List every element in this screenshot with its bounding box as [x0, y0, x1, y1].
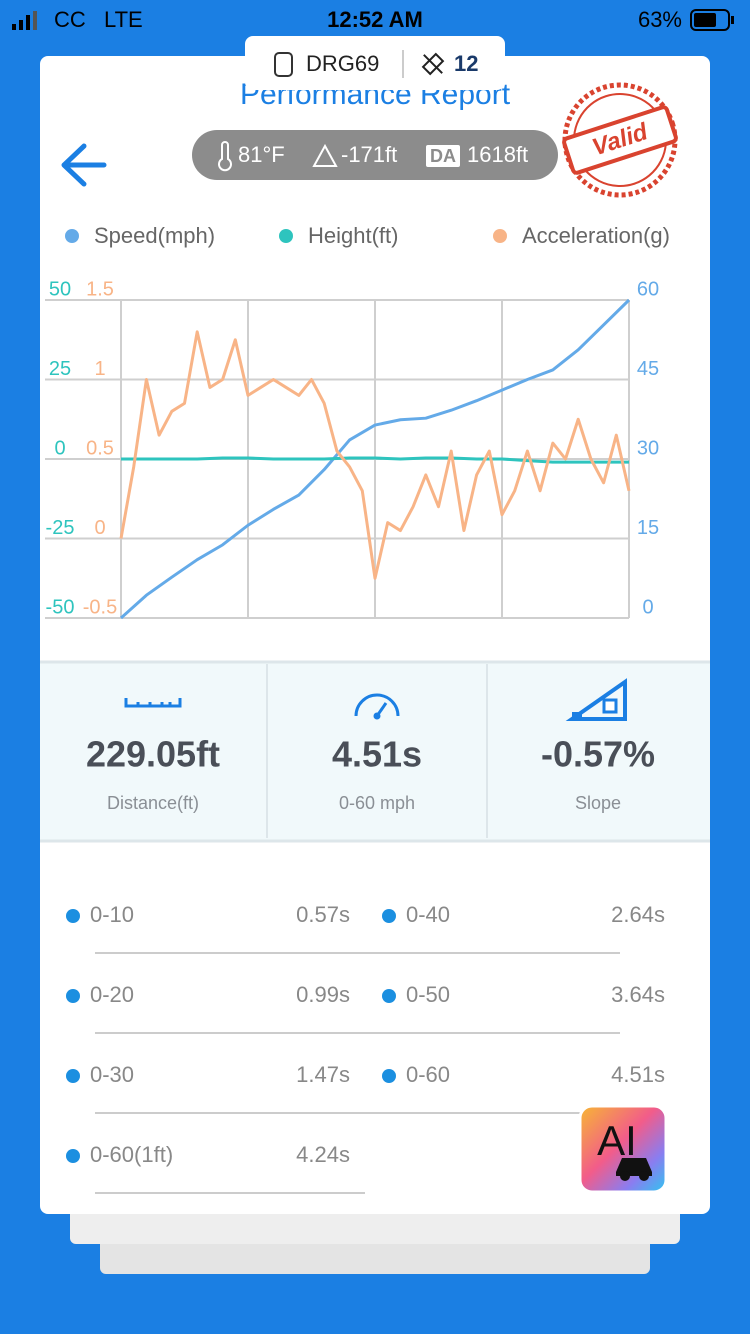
y-tick-label: 50: [49, 278, 71, 300]
clock: 12:52 AM: [327, 7, 423, 32]
legend-marker: [65, 229, 79, 243]
stat-label: Distance(ft): [107, 793, 199, 813]
stat-value: -0.57%: [541, 734, 655, 775]
y-tick-label: 0.5: [86, 437, 114, 459]
split-label: 0-20: [90, 982, 134, 1007]
speed-icon: [354, 693, 400, 720]
legend-marker: [279, 229, 293, 243]
split-time: 0.57s: [296, 902, 350, 927]
split-label: 0-40: [406, 902, 450, 927]
split-time: 4.24s: [296, 1142, 350, 1167]
report-card: [40, 56, 710, 1214]
network: LTE: [104, 7, 143, 32]
temperature: 81°F: [238, 142, 285, 167]
chart: 0 15 30 45 60 Speed(mph) -50 -25 0 25 50 Height(ft)…: [45, 223, 670, 620]
y-tick-label: -0.5: [83, 596, 117, 618]
legend-label: Acceleration(g): [522, 223, 670, 248]
y-tick-label: 0: [642, 596, 653, 618]
stat-label: Slope: [575, 793, 621, 813]
split-dot: [382, 1069, 396, 1083]
split-label: 0-10: [90, 902, 134, 927]
y-tick-label: 1: [94, 358, 105, 380]
battery-level: 63%: [638, 7, 682, 32]
series-line: [119, 298, 631, 620]
split-time: 3.64s: [611, 982, 665, 1007]
conditions-pill: [192, 130, 558, 180]
ai-badge-text: AI: [597, 1117, 637, 1164]
y-tick-label: 0: [54, 437, 65, 459]
y-tick-label: 25: [49, 358, 71, 380]
device-pill[interactable]: [245, 36, 505, 90]
altitude: -171ft: [341, 142, 397, 167]
density-altitude: 1618ft: [467, 142, 528, 167]
split-label: 0-60(1ft): [90, 1142, 173, 1167]
y-tick-label: 1.5: [86, 278, 114, 300]
y-tick-label: 0: [94, 517, 105, 539]
slope-icon: [565, 678, 627, 721]
split-dot: [66, 1069, 80, 1083]
legend-marker: [493, 229, 507, 243]
split-time: 4.51s: [611, 1062, 665, 1087]
y-tick-label: 15: [637, 517, 659, 539]
y-tick-label: 60: [637, 278, 659, 300]
y-tick-label: 45: [637, 358, 659, 380]
y-tick-label: -25: [46, 517, 75, 539]
series-line: [121, 456, 629, 464]
y-tick-label: 30: [637, 437, 659, 459]
split-time: 1.47s: [296, 1062, 350, 1087]
split-dot: [382, 989, 396, 1003]
split-time: 2.64s: [611, 902, 665, 927]
legend-label: Height(ft): [308, 223, 398, 248]
split-dot: [382, 909, 396, 923]
split-dot: [66, 1149, 80, 1163]
stat-value: 229.05ft: [86, 734, 220, 775]
stat-value: 4.51s: [332, 734, 422, 775]
split-label: 0-60: [406, 1062, 450, 1087]
split-time: 0.99s: [296, 982, 350, 1007]
ai-button[interactable]: AI: [578, 1104, 668, 1194]
status-bar: CC LTE 12:52 AM 63%: [12, 7, 734, 32]
stat-label: 0-60 mph: [339, 793, 415, 813]
distance-icon: [124, 698, 182, 708]
split-dot: [66, 909, 80, 923]
split-dot: [66, 989, 80, 1003]
split-label: 0-30: [90, 1062, 134, 1087]
legend-label: Speed(mph): [94, 223, 215, 248]
carrier: CC: [54, 7, 86, 32]
satellite-count: 12: [454, 51, 478, 76]
back-button[interactable]: [61, 143, 107, 187]
da-badge: DA: [430, 146, 456, 166]
split-label: 0-50: [406, 982, 450, 1007]
y-tick-label: -50: [46, 596, 75, 618]
device-name: DRG69: [306, 51, 379, 76]
stats-panel: [40, 662, 710, 840]
series-line: [119, 330, 631, 580]
